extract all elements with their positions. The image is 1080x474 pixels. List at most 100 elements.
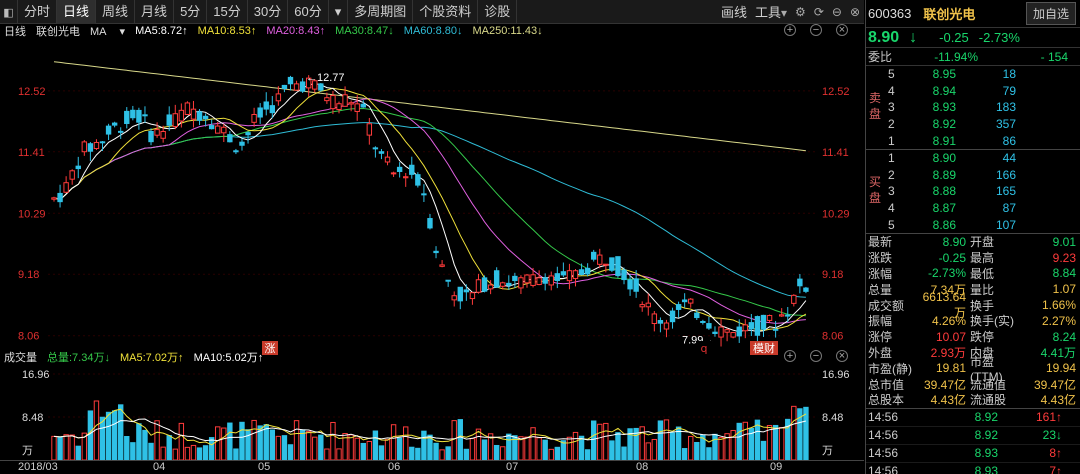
candle-up (475, 279, 482, 293)
volume-bar-down (706, 447, 712, 461)
buy-level-row[interactable]: 2 8.89 166 (866, 167, 1080, 184)
tick-time: 14:56 (868, 464, 899, 474)
candle-up (718, 326, 724, 338)
candle-down (396, 166, 403, 172)
period-tab[interactable]: 日线 (57, 0, 97, 24)
event-flag-q[interactable]: q (701, 342, 708, 355)
volume-bar-up (718, 437, 724, 461)
sell-level-row[interactable]: 5 8.95 18 (866, 66, 1080, 83)
candle-up (742, 324, 748, 332)
candle-up (366, 123, 373, 136)
candle-up (81, 141, 88, 153)
period-tab[interactable]: 月线 (135, 0, 175, 24)
volume-chart[interactable]: 16.96 16.96 8.48 8.48 万 万 (0, 350, 864, 461)
buy-level-row[interactable]: 1 8.90 44 (866, 150, 1080, 167)
sell-level-row[interactable]: 2 8.92 357 (866, 116, 1080, 133)
settings-icon[interactable]: ⚙ (795, 4, 806, 19)
candle-up (645, 302, 651, 308)
volume-bar-up (566, 436, 573, 461)
vol-zoom-out-icon[interactable]: − (810, 350, 822, 362)
volume-bar-down (124, 436, 130, 461)
ma-selector[interactable]: MA ▾ (90, 25, 126, 38)
candle-down (57, 192, 63, 203)
volume-ma10: MA10:5.02万↑ (193, 352, 264, 364)
candle-up (190, 108, 197, 120)
volume-bar-up (384, 439, 391, 461)
candle-up (293, 83, 300, 91)
period-tab[interactable]: 30分 (248, 0, 289, 24)
period-tab[interactable]: 多周期图 (348, 0, 414, 24)
vol-zoom-in-icon[interactable]: + (784, 350, 796, 362)
more-periods-button[interactable]: ▾ (329, 0, 349, 24)
volume-bar-up (160, 446, 166, 461)
volume-bar-up (69, 434, 75, 461)
draw-line-button[interactable]: 画线 (720, 5, 747, 20)
date-tick: 07 (506, 461, 519, 473)
sell-level-row[interactable]: 3 8.93 183 (866, 99, 1080, 116)
period-tab[interactable]: 个股资料 (413, 0, 479, 24)
volume-ma5: MA5:7.02万↑ (119, 352, 184, 364)
stat-row: 成交额 6613.64万 换手 1.66% (866, 290, 1080, 320)
period-tab[interactable]: 60分 (288, 0, 329, 24)
candle-down (445, 279, 451, 282)
volume-bar-down (239, 421, 245, 461)
tick-list[interactable]: 14:56 8.92 161↑ 14:56 8.92 23↓ 14:56 8.93 8↑ 14:5… (866, 409, 1080, 474)
candle-down (615, 256, 621, 277)
stat-label: 涨停 (868, 330, 893, 345)
volume-bar-up (730, 429, 736, 461)
volume-bar-down (233, 448, 239, 461)
add-watchlist-button[interactable]: 加自选 (1025, 2, 1076, 25)
stat-row: 振幅 4.26% 换手(实) 2.27% (866, 313, 1080, 329)
sell-level-row[interactable]: 4 8.94 79 (866, 83, 1080, 100)
refresh-icon[interactable]: ⟳ (813, 4, 824, 19)
minimize-icon[interactable]: ⊖ (831, 4, 842, 19)
stat-label-2: 流通股 (970, 393, 1007, 408)
candle-down (233, 150, 239, 153)
stat-value-2: 4.43亿 (1040, 393, 1076, 408)
period-tab[interactable]: 诊股 (478, 0, 518, 24)
volume-bar-down (263, 424, 269, 461)
stat-row: 涨跌 -0.25 最高 9.23 (866, 250, 1080, 266)
candlestick-canvas[interactable]: 12.52 12.52 11.41 11.41 10.29 10.29 9.18 9.18 8.… (0, 38, 864, 360)
price-chart[interactable]: 日线 联创光电 MA ▾ MA5:8.72↑ MA10:8.53↑ MA20:8… (0, 24, 864, 355)
volume-bar-down (506, 433, 512, 461)
volume-total: 总量:7.34万↓ (47, 352, 110, 364)
volume-bar-down (378, 445, 385, 461)
event-flag-q-bg[interactable] (696, 341, 712, 355)
buy-level-row[interactable]: 3 8.88 165 (866, 183, 1080, 200)
zoom-in-icon[interactable]: + (784, 24, 796, 36)
vol-close-icon[interactable]: × (836, 350, 848, 362)
period-tab[interactable]: 周线 (96, 0, 136, 24)
tick-row: 14:56 8.92 23↓ (866, 427, 1080, 445)
candle-up (275, 93, 282, 102)
back-icon[interactable]: ◧ (0, 0, 18, 24)
candle-down (124, 110, 130, 124)
date-tick: 06 (388, 461, 401, 473)
event-flag-finance-bg[interactable] (750, 341, 778, 355)
close-icon[interactable]: ⊗ (849, 4, 860, 19)
period-tab[interactable]: 15分 (207, 0, 248, 24)
period-tab[interactable]: 5分 (174, 0, 208, 24)
candle-down (202, 115, 209, 120)
sell-level-row[interactable]: 1 8.91 86 (866, 132, 1080, 149)
volume-bar-up (663, 419, 670, 461)
period-tab[interactable]: 分时 (18, 0, 58, 24)
panel-close-icon[interactable]: × (836, 24, 848, 36)
tools-menu-button[interactable]: 工具▾ (755, 5, 788, 20)
tick-price: 8.92 (974, 428, 998, 443)
candle-down (87, 143, 94, 152)
event-flag-finance[interactable]: 模财 (753, 341, 775, 355)
volume-canvas[interactable]: 16.96 16.96 8.48 8.48 万 万 (0, 364, 864, 474)
event-flag-limit-up-bg[interactable] (262, 341, 278, 355)
volume-bar-down (609, 440, 615, 461)
zoom-out-icon[interactable]: − (810, 24, 822, 36)
buy-level-row[interactable]: 4 8.87 87 (866, 200, 1080, 217)
volume-bar-up (742, 421, 748, 461)
candle-down (281, 84, 288, 90)
stat-label: 市盈(静) (868, 361, 912, 376)
event-flag-limit-up[interactable]: 涨 (265, 342, 276, 355)
level-number: 4 (888, 83, 895, 98)
volume-bar-down (111, 410, 118, 461)
buy-level-row[interactable]: 5 8.86 107 (866, 216, 1080, 233)
ma30-line (53, 107, 806, 317)
